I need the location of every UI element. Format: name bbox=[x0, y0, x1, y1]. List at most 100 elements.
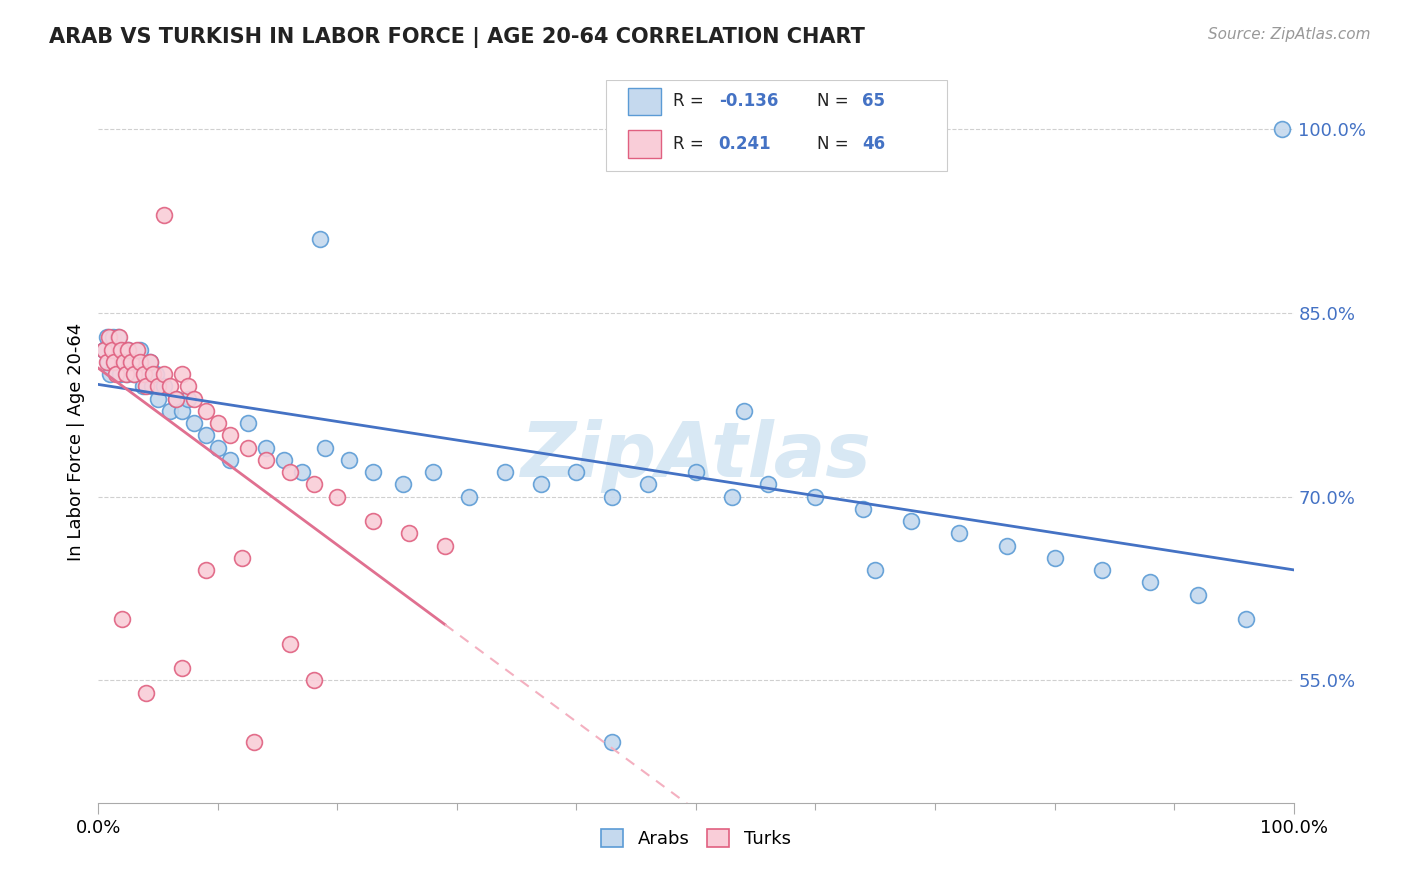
Point bbox=[392, 477, 415, 491]
Point bbox=[129, 343, 152, 357]
Point bbox=[153, 379, 176, 393]
Point bbox=[110, 343, 132, 357]
Point bbox=[100, 343, 122, 357]
Point bbox=[139, 355, 162, 369]
Point bbox=[111, 343, 134, 357]
Point bbox=[96, 330, 118, 344]
Point bbox=[236, 441, 259, 455]
FancyBboxPatch shape bbox=[628, 130, 661, 158]
Point bbox=[398, 526, 420, 541]
Point bbox=[107, 330, 129, 344]
Point bbox=[97, 355, 120, 369]
Legend: Arabs, Turks: Arabs, Turks bbox=[595, 822, 797, 855]
Point bbox=[111, 612, 134, 626]
Text: ARAB VS TURKISH IN LABOR FORCE | AGE 20-64 CORRELATION CHART: ARAB VS TURKISH IN LABOR FORCE | AGE 20-… bbox=[49, 27, 865, 48]
Point bbox=[685, 465, 707, 479]
Point bbox=[278, 465, 301, 479]
Point bbox=[148, 379, 170, 393]
Point bbox=[148, 392, 170, 406]
Point bbox=[165, 392, 187, 406]
Text: -0.136: -0.136 bbox=[718, 92, 778, 111]
Point bbox=[183, 416, 205, 430]
Point bbox=[219, 428, 242, 442]
Point bbox=[153, 367, 176, 381]
Point bbox=[141, 379, 163, 393]
Text: R =: R = bbox=[673, 135, 709, 153]
Point bbox=[422, 465, 444, 479]
Text: 46: 46 bbox=[862, 135, 886, 153]
Point bbox=[254, 453, 277, 467]
Point bbox=[101, 330, 124, 344]
Point bbox=[124, 367, 146, 381]
Point bbox=[98, 330, 121, 344]
Point bbox=[105, 367, 128, 381]
Point bbox=[103, 343, 125, 357]
Text: ZipAtlas: ZipAtlas bbox=[520, 419, 872, 493]
Point bbox=[1139, 575, 1161, 590]
Point bbox=[114, 355, 136, 369]
Y-axis label: In Labor Force | Age 20-64: In Labor Force | Age 20-64 bbox=[66, 322, 84, 561]
Point bbox=[302, 477, 325, 491]
Point bbox=[115, 367, 138, 381]
Point bbox=[139, 355, 162, 369]
Point bbox=[159, 379, 181, 393]
Point bbox=[105, 355, 128, 369]
Point bbox=[108, 367, 131, 381]
Point bbox=[1187, 588, 1209, 602]
Point bbox=[177, 379, 200, 393]
Point bbox=[865, 563, 887, 577]
Point bbox=[132, 367, 155, 381]
Point bbox=[131, 379, 153, 393]
Point bbox=[1234, 612, 1257, 626]
Point bbox=[115, 367, 138, 381]
Point bbox=[177, 392, 200, 406]
Point bbox=[363, 514, 385, 528]
Point bbox=[159, 404, 181, 418]
Point bbox=[120, 355, 142, 369]
Point bbox=[195, 563, 218, 577]
Point bbox=[145, 367, 167, 381]
Point bbox=[135, 685, 157, 699]
Point bbox=[165, 392, 187, 406]
Point bbox=[125, 343, 148, 357]
Point bbox=[195, 404, 218, 418]
Point bbox=[93, 343, 115, 357]
Point bbox=[125, 355, 148, 369]
Point bbox=[236, 416, 259, 430]
Point bbox=[96, 355, 118, 369]
Point bbox=[434, 539, 457, 553]
Point bbox=[565, 465, 588, 479]
Point bbox=[93, 343, 115, 357]
Point bbox=[117, 343, 139, 357]
Point bbox=[302, 673, 325, 688]
Point bbox=[494, 465, 516, 479]
Point bbox=[291, 465, 314, 479]
Point bbox=[756, 477, 779, 491]
Point bbox=[103, 355, 125, 369]
Text: N =: N = bbox=[817, 135, 853, 153]
FancyBboxPatch shape bbox=[628, 87, 661, 115]
Point bbox=[117, 343, 139, 357]
Point bbox=[530, 477, 553, 491]
Point bbox=[207, 416, 229, 430]
Point bbox=[948, 526, 970, 541]
Point bbox=[326, 490, 349, 504]
Point bbox=[852, 502, 875, 516]
Text: 65: 65 bbox=[862, 92, 886, 111]
Point bbox=[231, 550, 253, 565]
Point bbox=[207, 441, 229, 455]
Point bbox=[112, 355, 135, 369]
Point bbox=[124, 367, 146, 381]
Point bbox=[254, 441, 277, 455]
Point bbox=[120, 355, 142, 369]
Point bbox=[308, 232, 330, 246]
Point bbox=[219, 453, 242, 467]
Point bbox=[602, 734, 624, 748]
Point bbox=[1043, 550, 1066, 565]
Point bbox=[183, 392, 205, 406]
Point bbox=[733, 404, 755, 418]
Text: 0.241: 0.241 bbox=[718, 135, 772, 153]
Point bbox=[278, 637, 301, 651]
Point bbox=[637, 477, 659, 491]
Text: N =: N = bbox=[817, 92, 853, 111]
